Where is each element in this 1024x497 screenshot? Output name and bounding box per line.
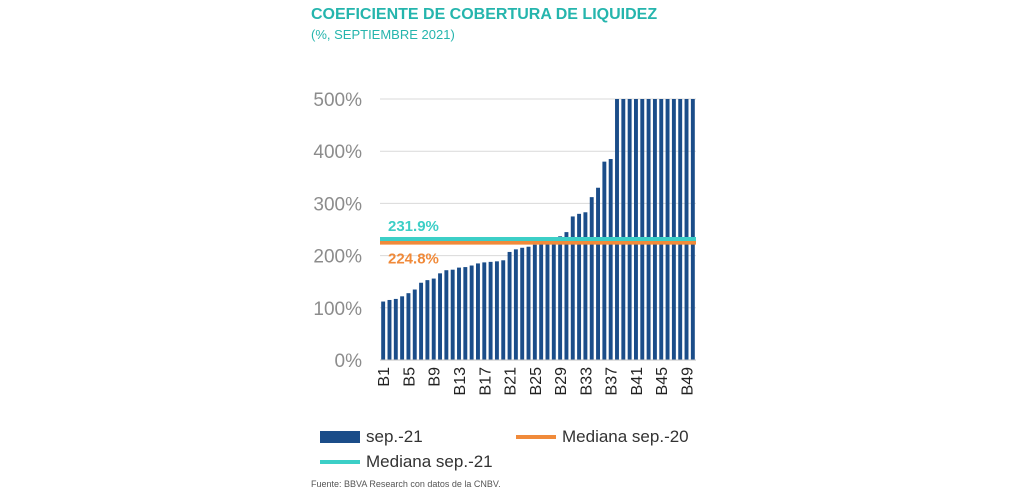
- bar-B7: [419, 282, 424, 360]
- bar-B14: [463, 267, 468, 360]
- bar-B49: [684, 99, 689, 360]
- y-tick-label: 200%: [313, 247, 362, 268]
- source-note: Fuente: BBVA Research con datos de la CN…: [311, 479, 501, 489]
- bar-B29: [558, 236, 563, 360]
- x-tick-label: B49: [680, 367, 697, 396]
- x-tick-label: B17: [477, 367, 494, 396]
- bar-B28: [551, 238, 556, 360]
- bar-B46: [665, 99, 670, 360]
- bar-B8: [425, 280, 430, 360]
- x-tick-label: B5: [401, 367, 418, 387]
- x-tick-label: B29: [553, 367, 570, 396]
- legend-swatch-bar: [320, 431, 360, 443]
- y-tick-label: 0%: [335, 351, 363, 372]
- median-label-sep20: 224.8%: [388, 251, 439, 268]
- bar-B25: [532, 244, 537, 360]
- bar-B45: [659, 99, 664, 360]
- bar-B48: [678, 99, 683, 360]
- bar-B38: [615, 99, 619, 360]
- bar-B26: [539, 242, 544, 360]
- bar-B32: [577, 213, 582, 360]
- x-tick-label: B25: [528, 367, 545, 396]
- bar-B37: [608, 159, 613, 360]
- bar-B24: [526, 246, 531, 360]
- bar-B41: [634, 99, 638, 360]
- bar-B15: [469, 265, 474, 360]
- bar-B30: [564, 232, 569, 360]
- bar-B1: [381, 301, 386, 360]
- bar-B47: [671, 99, 676, 360]
- chart-subtitle: (%, SEPTIEMBRE 2021): [311, 27, 455, 42]
- bar-B11: [444, 270, 449, 360]
- median-label-sep21: 231.9%: [388, 218, 439, 235]
- bar-B27: [545, 240, 550, 360]
- bar-B17: [482, 262, 487, 360]
- bar-B13: [457, 267, 461, 360]
- x-tick-label: B9: [427, 367, 444, 387]
- bar-B23: [520, 247, 525, 360]
- legend-item-sep21: sep.-21: [320, 427, 423, 447]
- y-tick-label: 300%: [313, 194, 362, 215]
- legend-swatch-median-2021: [320, 460, 360, 464]
- bar-B42: [640, 99, 645, 360]
- bar-B40: [627, 99, 632, 360]
- x-tick-label: B33: [578, 367, 595, 396]
- legend-label-sep21: sep.-21: [366, 427, 423, 446]
- bar-B43: [646, 99, 651, 360]
- x-tick-label: B13: [452, 367, 469, 396]
- bar-B39: [621, 99, 626, 360]
- bar-B19: [494, 261, 499, 360]
- x-tick-label: B21: [503, 367, 520, 396]
- bar-B44: [652, 99, 657, 360]
- bar-B10: [438, 273, 442, 360]
- legend-label-median-2021: Mediana sep.-21: [366, 452, 493, 471]
- legend-item-median-2021: Mediana sep.-21: [320, 452, 493, 472]
- legend-item-median-2020: Mediana sep.-20: [516, 427, 689, 447]
- chart-title: COEFICIENTE DE COBERTURA DE LIQUIDEZ: [311, 6, 658, 23]
- bar-B21: [507, 251, 512, 360]
- bar-B9: [431, 278, 436, 360]
- bar-B16: [476, 263, 480, 360]
- y-tick-label: 100%: [313, 299, 362, 320]
- bar-B31: [570, 216, 575, 360]
- bar-B6: [412, 289, 417, 360]
- bar-B35: [596, 187, 600, 360]
- y-tick-label: 400%: [313, 142, 362, 163]
- bar-B20: [501, 260, 506, 360]
- x-tick-label: B37: [604, 367, 621, 396]
- bar-B33: [583, 212, 588, 360]
- bar-B2: [387, 299, 392, 360]
- bar-B34: [589, 197, 594, 360]
- bar-B12: [450, 269, 455, 360]
- legend-label-median-2020: Mediana sep.-20: [562, 427, 689, 446]
- bar-B3: [393, 298, 398, 360]
- bar-B18: [488, 261, 493, 360]
- bar-B4: [400, 296, 405, 360]
- bar-B36: [602, 161, 607, 360]
- bar-B22: [513, 249, 518, 360]
- legend-swatch-median-2020: [516, 435, 556, 439]
- x-tick-label: B45: [654, 367, 671, 396]
- y-tick-label: 500%: [313, 90, 362, 111]
- bar-B5: [406, 293, 411, 360]
- bar-B50: [690, 99, 695, 360]
- x-tick-label: B41: [629, 367, 646, 396]
- x-tick-label: B1: [376, 367, 393, 387]
